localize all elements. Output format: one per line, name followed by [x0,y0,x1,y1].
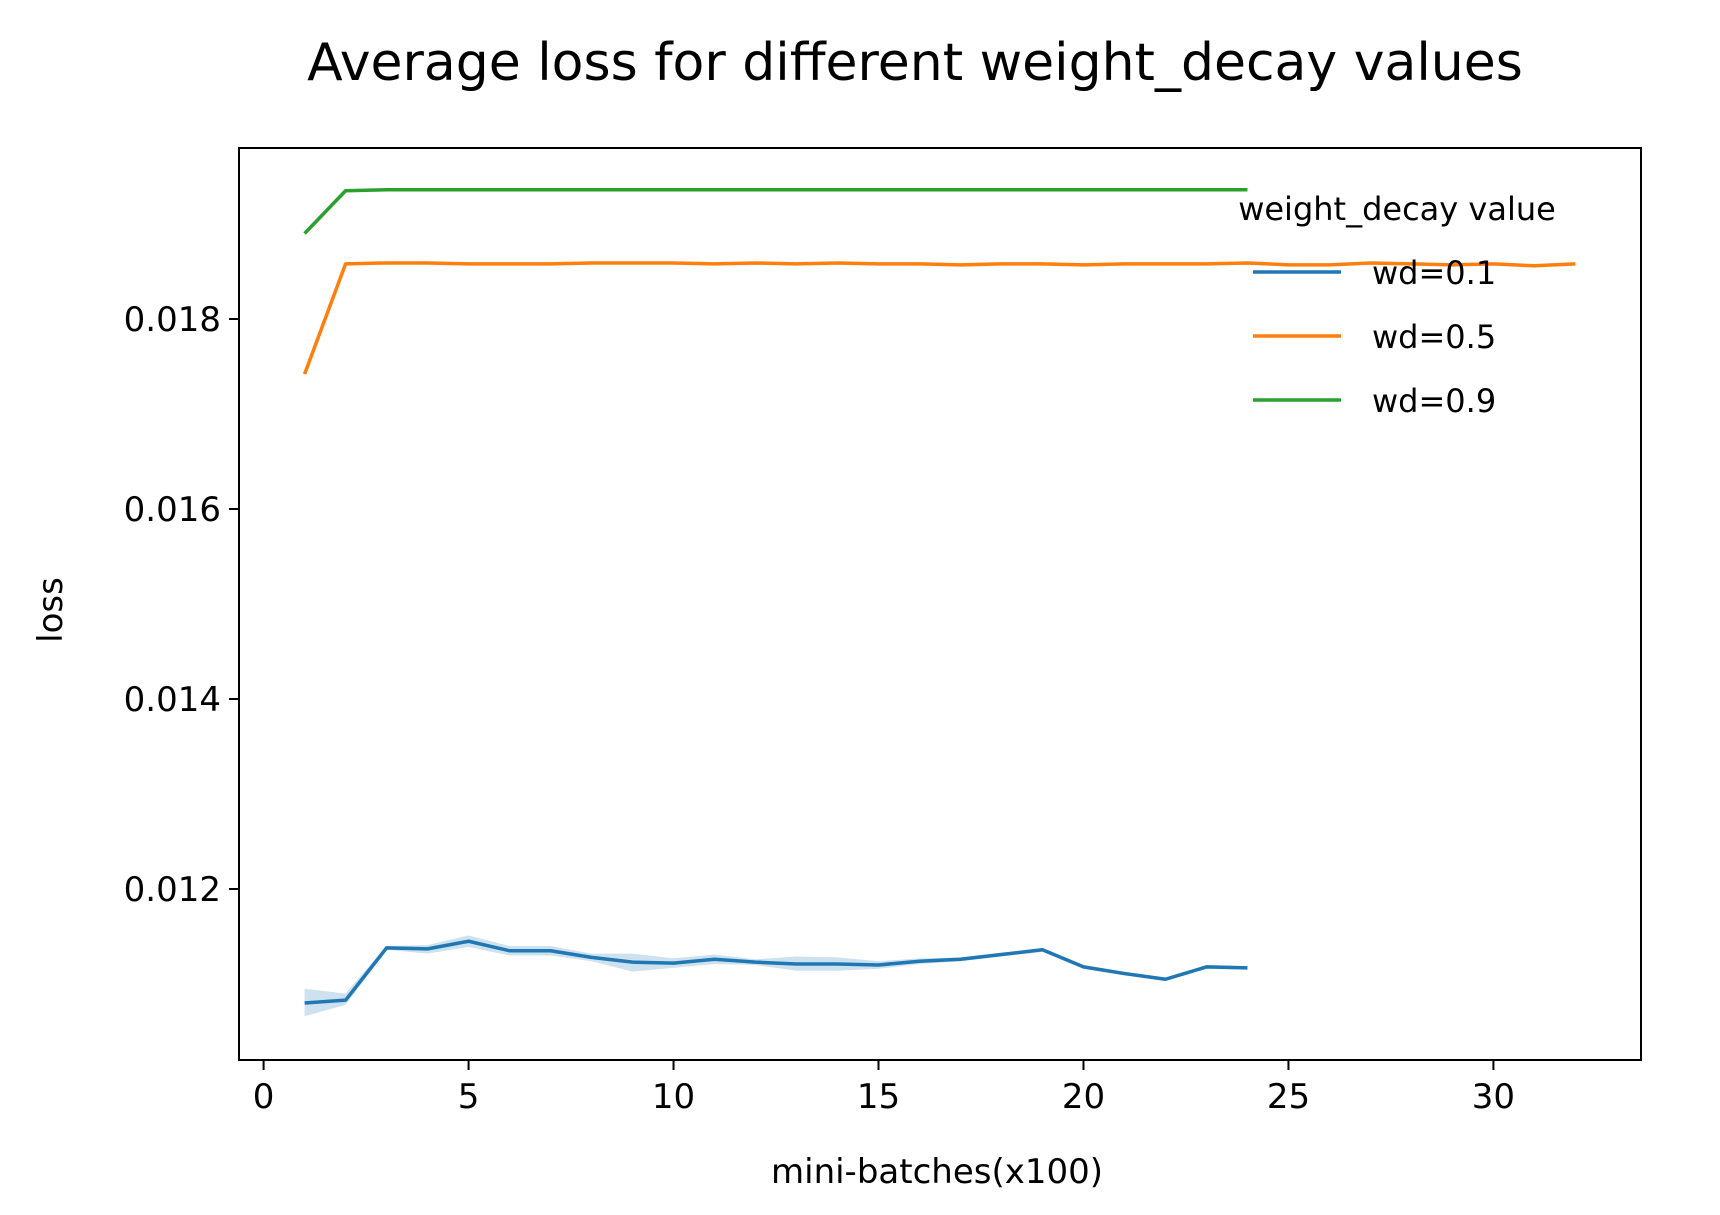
x-tick-label: 25 [1267,1077,1310,1117]
y-tick-label: 0.016 [124,490,221,530]
x-axis: 0 5 10 15 20 25 30 [253,1060,1515,1117]
y-axis-label: loss [31,577,71,643]
legend-entry: wd=0.9 [1372,382,1496,420]
legend: weight_decay value wd=0.1 wd=0.5 wd=0.9 [1238,190,1556,420]
series-line [304,939,1248,1005]
y-axis: 0.012 0.014 0.016 0.018 [124,300,239,910]
x-tick-label: 0 [253,1077,275,1117]
legend-entry: wd=0.1 [1372,254,1496,292]
series-line [302,261,1576,375]
plot-frame [238,147,1642,1061]
y-tick-label: 0.014 [124,680,221,720]
x-axis-label: mini-batches(x100) [771,1152,1103,1192]
x-tick-label: 5 [458,1077,480,1117]
confidence-band [304,935,1248,1017]
x-tick-label: 10 [652,1077,695,1117]
x-tick-label: 15 [857,1077,900,1117]
legend-entry: wd=0.5 [1372,318,1496,356]
y-tick-label: 0.018 [124,300,221,340]
series-line [303,188,1248,235]
chart-title: Average loss for different weight_decay … [307,33,1523,93]
x-tick-label: 20 [1062,1077,1105,1117]
legend-title: weight_decay value [1238,190,1556,228]
y-tick-label: 0.012 [124,870,221,910]
plot-area [302,188,1576,1017]
x-tick-label: 30 [1472,1077,1515,1117]
